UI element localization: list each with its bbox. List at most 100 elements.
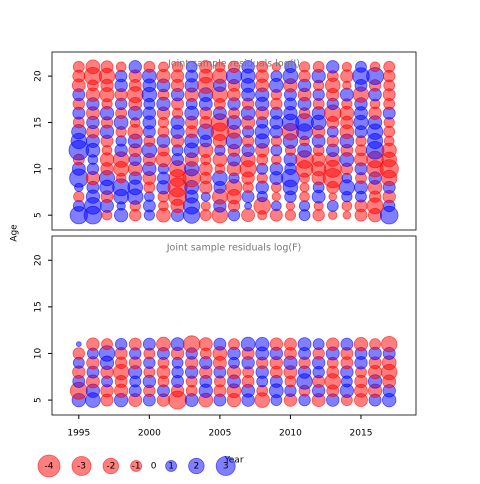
panel-frame: [51, 235, 417, 416]
residual-bubble: [381, 335, 398, 353]
y-axis-label: Age: [10, 224, 20, 242]
residual-bubble: [72, 347, 85, 360]
residual-bubble: [297, 337, 312, 352]
residual-bubble: [284, 60, 297, 74]
residual-bubble: [75, 341, 82, 348]
residual-bubble: [326, 60, 340, 74]
panel-title: Joint sample residuals log(F): [166, 243, 302, 254]
residual-bubble: [170, 337, 185, 352]
y-tick-label: 20: [34, 254, 44, 266]
y-tick-label: 10: [34, 163, 44, 175]
legend-label: 1: [168, 462, 174, 472]
residual-bubble: [256, 60, 269, 73]
legend-bubble: [130, 460, 143, 472]
x-tick-label: 1995: [67, 429, 90, 439]
residual-bubble: [115, 135, 127, 147]
residual-bubble: [326, 337, 340, 351]
residual-bubble: [341, 61, 352, 72]
residual-bubble: [342, 210, 352, 220]
residual-bubble: [128, 60, 142, 74]
residual-bubble: [312, 338, 325, 351]
residual-bubble: [182, 335, 201, 353]
residual-bubble: [156, 336, 171, 352]
residual-bubble: [142, 337, 156, 351]
legend-bubble: [215, 456, 236, 476]
residual-bubble: [312, 208, 325, 222]
residual-bubble: [284, 337, 297, 351]
y-tick-label: 5: [34, 212, 44, 218]
residual-bubble: [143, 60, 156, 73]
residual-bubble: [115, 61, 127, 73]
x-tick-label: 2010: [279, 429, 302, 439]
y-tick-label: 10: [34, 347, 44, 359]
residual-bubble: [244, 202, 252, 210]
legend-bubble: [37, 454, 61, 478]
residual-bubble: [271, 191, 281, 202]
legend-bubble: [71, 456, 92, 476]
residual-bubble: [383, 60, 396, 73]
y-tick-label: 15: [34, 301, 44, 312]
residual-bubble: [158, 61, 169, 73]
residual-bubble: [271, 62, 281, 72]
x-tick-label: 2015: [350, 429, 373, 439]
residual-bubble: [185, 60, 198, 73]
legend-label: 3: [223, 462, 229, 472]
residual-bubble: [128, 337, 142, 351]
residual-bubble: [199, 60, 213, 74]
residual-bubble: [271, 200, 282, 212]
residual-bubble: [269, 337, 283, 351]
residual-bubble: [101, 338, 113, 351]
residual-bubble: [240, 336, 256, 352]
residual-bubble: [312, 60, 325, 73]
legend-label: 0: [151, 462, 157, 472]
residual-bubble: [72, 60, 85, 73]
residual-bubble: [228, 338, 240, 351]
residual-bubble: [339, 87, 354, 102]
residual-bubble: [369, 61, 381, 73]
x-tick-label: 2005: [208, 429, 231, 439]
residual-bubble: [171, 61, 184, 73]
residual-bubble: [326, 199, 339, 212]
y-tick-label: 20: [34, 70, 44, 82]
residual-bubble: [298, 200, 311, 212]
panel-title: Joint sample residuals log(I): [167, 59, 300, 70]
legend-label: -3: [77, 462, 86, 472]
legend-bubble: [165, 460, 178, 472]
residual-bubble: [100, 60, 114, 74]
residual-bubble: [353, 337, 369, 352]
residual-bubble: [227, 60, 241, 74]
residual-bubble: [198, 337, 213, 352]
residual-bubble: [299, 182, 310, 193]
residual-bubble: [86, 337, 100, 351]
residual-bubble: [270, 70, 283, 83]
residual-bubble: [200, 200, 211, 211]
residual-bubble: [241, 60, 255, 74]
residual-bubble: [299, 191, 310, 202]
legend-label: -2: [106, 462, 115, 472]
legend-label: 2: [194, 462, 200, 472]
x-tick-label: 2000: [138, 429, 161, 439]
residual-bubble: [284, 209, 297, 221]
residual-bubble: [328, 192, 338, 201]
legend-bubble: [102, 457, 120, 475]
residual-bubble: [255, 337, 270, 352]
residual-bubble: [355, 60, 367, 73]
residual-bubble: [241, 208, 256, 223]
residual-bubble: [369, 338, 381, 351]
residual-bubble: [213, 337, 227, 351]
residual-bubble: [341, 200, 353, 212]
residual-bubble: [85, 59, 101, 75]
residual-bubble: [285, 201, 296, 211]
residual-bubble: [199, 209, 212, 222]
residual-bubble: [114, 337, 128, 351]
legend-label: -1: [132, 462, 141, 472]
legend-label: -4: [45, 462, 54, 472]
residual-bubble: [340, 337, 354, 351]
residual-bubble: [214, 61, 226, 73]
y-tick-label: 5: [34, 397, 44, 403]
y-tick-label: 15: [34, 117, 44, 128]
residual-bubble: [328, 210, 338, 220]
residual-bubble: [298, 61, 311, 73]
legend-bubble: [188, 457, 205, 475]
